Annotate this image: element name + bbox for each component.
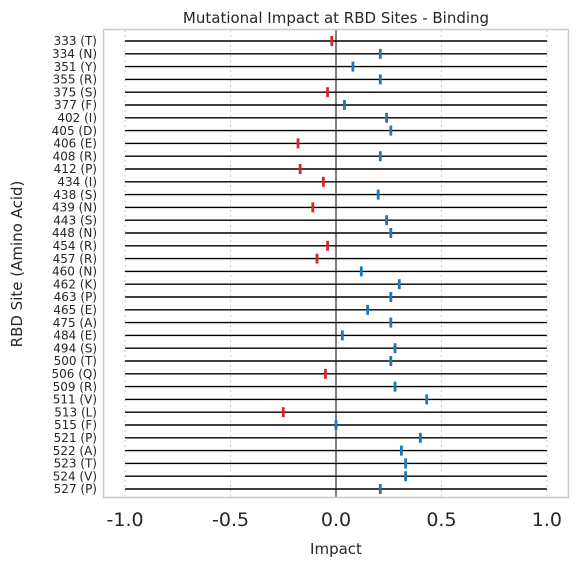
y-tick-label: 460 (N): [52, 265, 97, 279]
y-tick-label: 334 (N): [52, 47, 97, 61]
y-tick-label: 511 (V): [53, 393, 97, 407]
y-tick-label: 457 (R): [53, 252, 97, 266]
y-tick-label: 524 (V): [53, 469, 97, 483]
y-axis-ticks: 333 (T)334 (N)351 (Y)355 (R)375 (S)377 (…: [51, 34, 97, 496]
y-tick-label: 406 (E): [53, 137, 97, 151]
x-tick-label: -0.5: [212, 509, 249, 531]
x-tick-label: 0.5: [426, 509, 456, 531]
x-axis-ticks: -1.0 -0.5 0.0 0.5 1.0: [107, 509, 562, 531]
y-tick-label: 355 (R): [53, 73, 97, 87]
y-tick-label: 509 (R): [53, 380, 97, 394]
x-tick-label: 1.0: [532, 509, 562, 531]
y-tick-label: 412 (P): [54, 162, 97, 176]
y-tick-label: 462 (K): [53, 277, 97, 291]
x-axis-label: Impact: [310, 540, 362, 558]
plot-area: [124, 30, 548, 497]
y-tick-label: 475 (A): [53, 316, 97, 330]
y-tick-label: 500 (T): [54, 354, 97, 368]
y-tick-label: 434 (I): [57, 175, 97, 189]
y-tick-label: 506 (Q): [51, 367, 97, 381]
y-tick-label: 375 (S): [53, 85, 97, 99]
y-tick-label: 448 (N): [52, 226, 97, 240]
y-tick-label: 351 (Y): [54, 60, 97, 74]
y-axis-label: RBD Site (Amino Acid): [8, 181, 26, 348]
y-tick-label: 513 (L): [54, 405, 97, 419]
y-tick-label: 454 (R): [53, 239, 97, 253]
y-tick-label: 333 (T): [54, 34, 97, 48]
y-tick-label: 402 (I): [57, 111, 97, 125]
y-tick-label: 408 (R): [53, 149, 97, 163]
y-tick-label: 515 (F): [54, 418, 97, 432]
plot-frame: [102, 28, 570, 499]
y-tick-label: 494 (S): [53, 341, 97, 355]
y-tick-label: 484 (E): [53, 329, 97, 343]
chart-title: Mutational Impact at RBD Sites - Binding: [183, 9, 489, 27]
y-tick-label: 463 (P): [54, 290, 97, 304]
y-tick-label: 377 (F): [54, 98, 97, 112]
y-tick-label: 522 (A): [53, 444, 97, 458]
y-tick-label: 438 (S): [53, 188, 97, 202]
y-tick-label: 443 (S): [53, 213, 97, 227]
y-tick-label: 523 (T): [54, 457, 97, 471]
x-tick-label: 0.0: [321, 509, 351, 531]
y-tick-label: 439 (N): [52, 201, 97, 215]
y-tick-label: 405 (D): [52, 124, 97, 138]
y-tick-label: 465 (E): [53, 303, 97, 317]
x-tick-label: -1.0: [107, 509, 144, 531]
y-tick-label: 521 (P): [54, 431, 97, 445]
y-tick-label: 527 (P): [54, 482, 97, 496]
